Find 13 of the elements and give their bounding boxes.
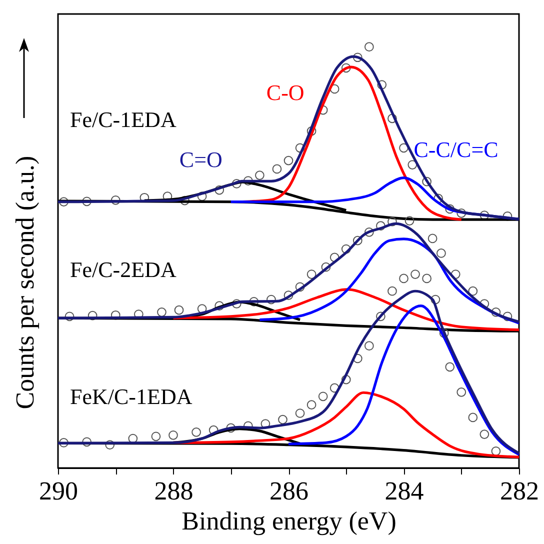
annotation: FeK/C-1EDA	[70, 384, 192, 409]
series-label: C=O	[179, 147, 222, 172]
x-tick-label: 288	[154, 476, 194, 506]
x-tick-label: 282	[500, 476, 539, 506]
y-axis-title: Counts per second (a.u.)	[10, 156, 40, 410]
x-tick-label: 290	[39, 476, 78, 506]
x-tick-label: 286	[270, 476, 308, 506]
x-tick-label: 284	[384, 476, 424, 506]
annotation: Fe/C-2EDA	[70, 257, 176, 282]
series-label: C-O	[266, 80, 304, 106]
x-axis-title: Binding energy (eV)	[182, 506, 396, 536]
series-label: C-C/C=C	[414, 136, 498, 162]
annotation: Fe/C-1EDA	[70, 107, 176, 132]
